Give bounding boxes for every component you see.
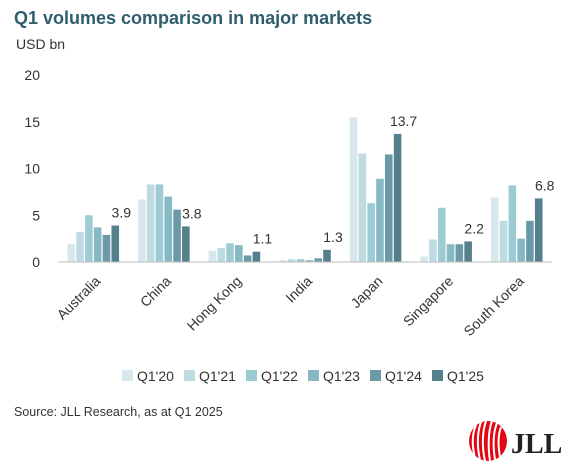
bar — [367, 203, 375, 262]
bar — [146, 184, 155, 262]
data-label: 6.8 — [535, 177, 555, 193]
bar-chart: 0 5 10 15 20 3.9 3.8 1.1 1.3 13.7 2.2 6.8 Australi… — [24, 67, 555, 384]
x-tick-label: China — [137, 273, 174, 310]
bar — [446, 244, 455, 262]
legend-entry: Q1'22 — [261, 368, 298, 384]
bar — [420, 256, 428, 262]
bar — [217, 247, 226, 262]
bar — [296, 259, 305, 262]
bar — [208, 250, 217, 262]
bar — [376, 178, 384, 262]
bar — [164, 196, 173, 262]
data-label: 2.2 — [464, 220, 484, 236]
legend-entry: Q1'25 — [447, 368, 484, 384]
legend-entry: Q1'21 — [199, 368, 236, 384]
legend-entry: Q1'20 — [137, 368, 174, 384]
legend-swatch — [122, 370, 133, 381]
bar — [182, 226, 190, 262]
bar — [323, 249, 331, 262]
bar — [288, 259, 296, 262]
legend-entry: Q1'23 — [323, 368, 360, 384]
chart-title: Q1 volumes comparison in major markets — [14, 8, 373, 28]
y-tick-label: 5 — [32, 207, 40, 223]
bar — [429, 239, 437, 262]
bar — [67, 244, 76, 262]
x-tick-label: South Korea — [460, 273, 527, 340]
bar — [279, 260, 287, 262]
bar — [464, 241, 472, 262]
legend-swatch — [184, 370, 195, 381]
bar — [173, 209, 181, 262]
bar — [455, 244, 464, 262]
bar — [85, 215, 93, 262]
bar — [155, 184, 164, 262]
bar — [490, 197, 499, 262]
data-label: 13.7 — [390, 113, 417, 129]
bar — [499, 220, 508, 262]
x-tick-label: India — [282, 273, 315, 306]
legend-swatch — [370, 370, 381, 381]
y-tick-label: 15 — [24, 114, 40, 130]
jll-logo: JLL — [469, 420, 562, 462]
bar — [393, 133, 402, 262]
y-tick-label: 20 — [24, 67, 40, 83]
legend-swatch — [246, 370, 257, 381]
bar — [508, 185, 517, 262]
bar — [517, 238, 525, 262]
bar — [243, 255, 252, 262]
bar — [305, 260, 314, 262]
x-tick-label: Australia — [54, 273, 104, 323]
legend-swatch — [432, 370, 443, 381]
data-label: 3.8 — [182, 205, 202, 221]
bar — [76, 232, 84, 262]
bar — [534, 198, 543, 262]
y-tick-label: 10 — [24, 161, 40, 177]
source-note: Source: JLL Research, as at Q1 2025 — [14, 405, 223, 419]
y-axis-unit-label: USD bn — [16, 36, 66, 52]
y-tick-label: 0 — [32, 254, 40, 270]
x-tick-label: Hong Kong — [184, 273, 245, 334]
data-label: 3.9 — [112, 205, 132, 221]
jll-logo-text: JLL — [511, 429, 562, 460]
bar — [358, 153, 367, 262]
bar — [235, 245, 243, 262]
bar — [384, 154, 393, 262]
bar — [93, 227, 102, 262]
bar — [349, 117, 358, 262]
bar — [226, 243, 234, 262]
bar — [138, 199, 146, 262]
bar — [111, 225, 120, 262]
jll-logo-mark-icon — [469, 420, 507, 462]
x-tick-label: Singapore — [400, 273, 457, 330]
bar — [102, 234, 111, 262]
bar — [437, 207, 446, 262]
bar — [526, 220, 534, 262]
bar — [252, 251, 261, 262]
x-tick-label: Japan — [347, 273, 385, 311]
legend-swatch — [308, 370, 319, 381]
data-label: 1.3 — [323, 229, 343, 245]
legend-entry: Q1'24 — [385, 368, 422, 384]
bar — [314, 258, 322, 262]
data-label: 1.1 — [253, 231, 273, 247]
